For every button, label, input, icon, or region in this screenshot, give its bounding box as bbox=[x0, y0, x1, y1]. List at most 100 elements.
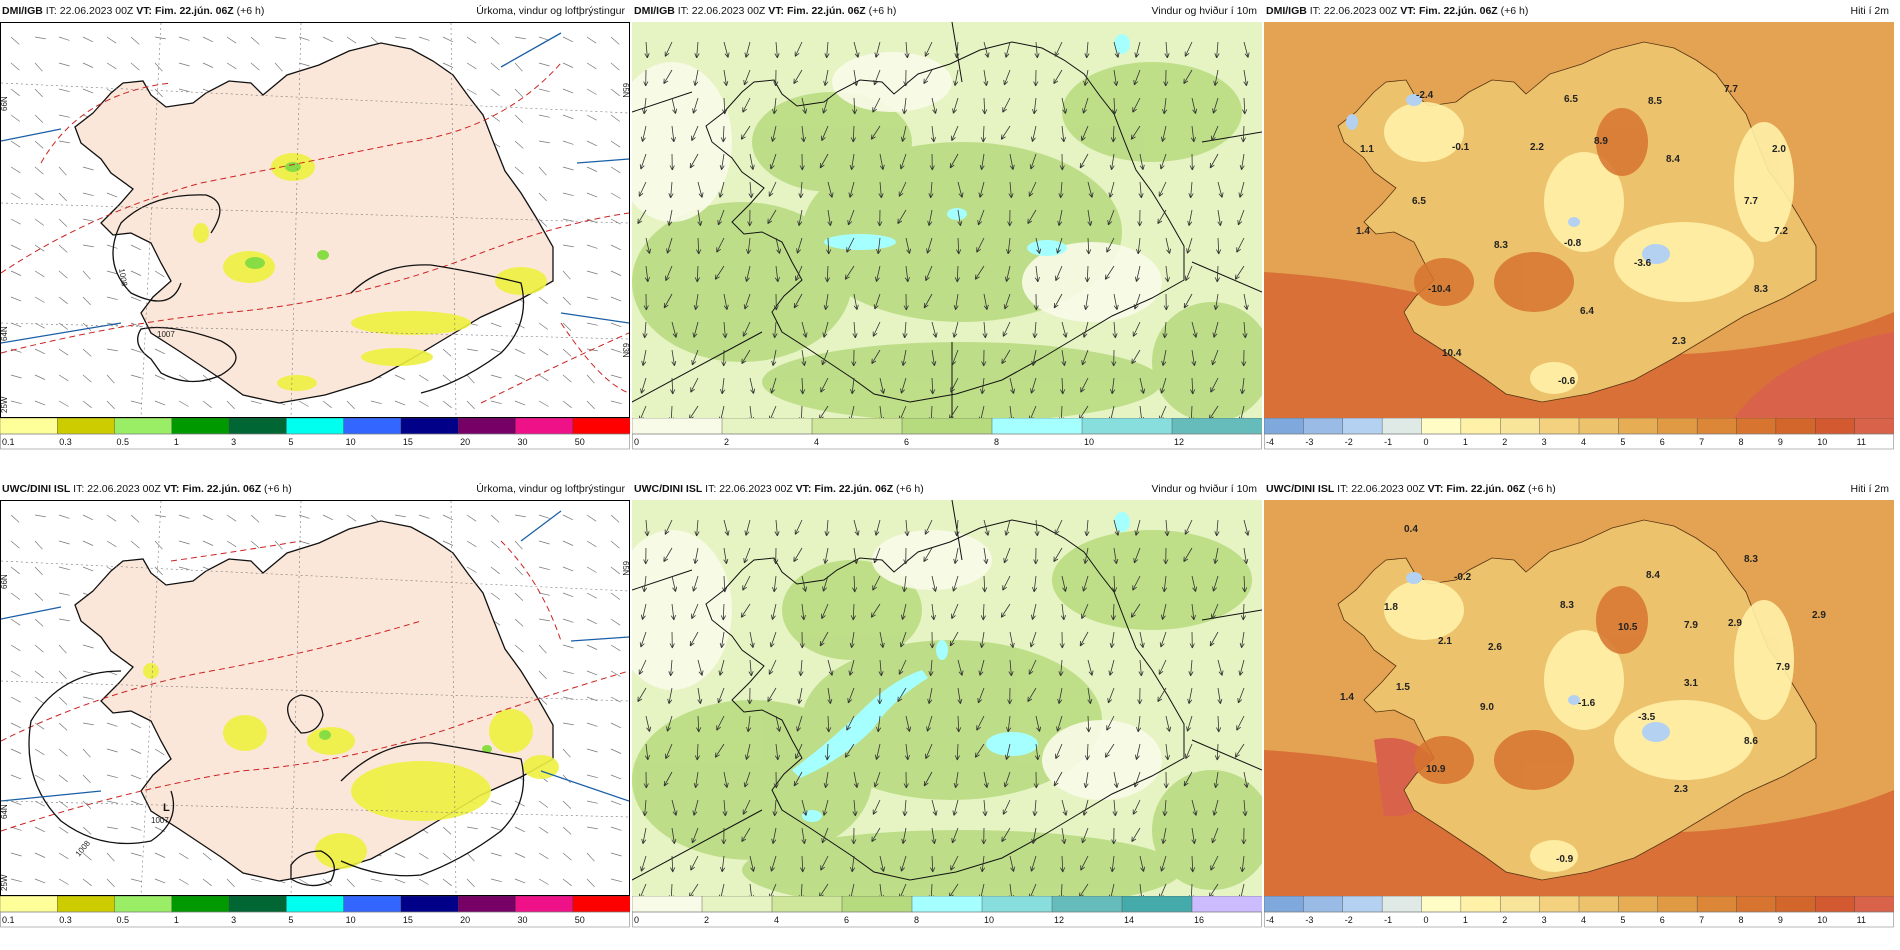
colorbar-segment bbox=[721, 418, 813, 435]
precip-map: 1008 1007 L 66N 64N 65N 25W bbox=[0, 500, 630, 896]
wind-arrow bbox=[668, 181, 674, 199]
wind-barb bbox=[610, 400, 622, 405]
lat-label: 66N bbox=[1, 96, 9, 111]
wind-arrow bbox=[1238, 883, 1245, 896]
wind-barb bbox=[610, 88, 620, 97]
wind-arrow bbox=[1183, 293, 1193, 309]
wind-barb bbox=[10, 374, 22, 379]
wind-barb bbox=[106, 374, 115, 384]
wind-arrow bbox=[742, 799, 751, 815]
wind-arrow bbox=[878, 659, 884, 677]
wind-barb bbox=[298, 62, 310, 67]
wind-arrow bbox=[743, 547, 751, 564]
wind-arrow bbox=[1243, 41, 1250, 58]
temp-value: 2.3 bbox=[1674, 784, 1688, 795]
wind-arrow bbox=[1188, 883, 1194, 896]
temp-value: 3.1 bbox=[1684, 678, 1698, 689]
wind-barb bbox=[562, 722, 574, 726]
wind-arrow bbox=[1243, 69, 1249, 87]
wind-arrow bbox=[749, 153, 755, 170]
wind-arrow bbox=[1132, 799, 1141, 815]
lat-label: 66N bbox=[1, 574, 9, 589]
colorbar-tick-label: 4 bbox=[814, 437, 819, 447]
colorbar-tick-label: 2 bbox=[724, 437, 729, 447]
wind-barb bbox=[514, 140, 524, 149]
temp-map: 0.4 -0.2 8.4 8.3 1.8 8.3 10.5 7.9 2.9 2.9 2.1 2.6 7.… bbox=[1264, 500, 1894, 896]
wind-arrow bbox=[1162, 321, 1168, 339]
wind-arrow bbox=[694, 743, 700, 761]
wind-barb bbox=[610, 296, 622, 302]
colorbar-segment bbox=[228, 418, 288, 435]
wind-arrow bbox=[1187, 209, 1193, 226]
product-title: Vindur og hviður í 10m bbox=[1151, 5, 1257, 17]
wind-barb bbox=[130, 800, 142, 806]
wind-arrow bbox=[929, 153, 935, 171]
wind-barb bbox=[274, 540, 283, 550]
temp-value: 2.2 bbox=[1530, 142, 1544, 153]
model-name: DMI/IGB bbox=[1266, 5, 1307, 17]
wind-arrow bbox=[640, 855, 647, 872]
wind-arrow bbox=[714, 265, 725, 280]
wind-arrow bbox=[1055, 743, 1063, 760]
wind-arrow bbox=[977, 209, 985, 226]
wind-barb bbox=[418, 374, 429, 382]
colorbar-segment bbox=[1264, 896, 1305, 913]
wind-barb bbox=[514, 374, 526, 380]
wind-arrow bbox=[794, 41, 803, 57]
wind-barb bbox=[586, 140, 598, 147]
colorbar-segment bbox=[515, 418, 574, 435]
wind-arrow bbox=[645, 237, 652, 254]
wind-arrow bbox=[691, 349, 699, 366]
wind-arrow bbox=[1242, 575, 1248, 593]
wind-barb bbox=[82, 400, 92, 409]
wind-barb bbox=[130, 296, 142, 302]
wind-arrow bbox=[974, 743, 985, 758]
wind-arrow bbox=[983, 69, 989, 87]
wind-arrow bbox=[852, 799, 858, 817]
temp-value: 6.5 bbox=[1412, 196, 1426, 207]
wind-barb bbox=[394, 852, 406, 858]
wind-arrow bbox=[949, 883, 959, 896]
wind-barb bbox=[514, 88, 523, 98]
wind-barb bbox=[562, 166, 574, 171]
wind-arrow bbox=[824, 265, 830, 283]
wind-arrow bbox=[1213, 771, 1219, 789]
wind-arrow bbox=[668, 659, 674, 677]
wind-arrow bbox=[1213, 293, 1219, 311]
wind-barb bbox=[58, 244, 68, 253]
wind-arrow bbox=[953, 293, 959, 311]
colorbar-segment bbox=[0, 418, 58, 435]
wind-barb bbox=[250, 514, 260, 523]
wind-arrow bbox=[1243, 771, 1249, 788]
wind-arrow bbox=[871, 349, 881, 365]
wind-arrow bbox=[1079, 153, 1089, 169]
wind-arrow bbox=[928, 659, 934, 677]
wind-arrow bbox=[669, 153, 675, 171]
wind-arrow bbox=[1032, 321, 1038, 339]
wind-arrow bbox=[1239, 631, 1245, 649]
wind-barb bbox=[586, 670, 598, 676]
wind-arrow bbox=[1004, 265, 1011, 282]
colorbar-segment bbox=[0, 896, 58, 913]
wind-arrow bbox=[1056, 715, 1063, 732]
colorbar-segment bbox=[1815, 418, 1856, 435]
precip-colorbar: 0.1 0.3 0.5 1 3 5 10 15 20 30 50 bbox=[0, 418, 630, 450]
wind-barb bbox=[10, 618, 21, 626]
wind-arrow bbox=[1238, 405, 1245, 418]
colorbar-segment bbox=[1696, 418, 1738, 435]
wind-barb bbox=[58, 348, 69, 356]
wind-arrow bbox=[1086, 237, 1092, 255]
wind-barb bbox=[82, 244, 94, 248]
colorbar-tick-label: 30 bbox=[517, 915, 527, 925]
wind-arrow bbox=[1083, 547, 1089, 564]
wind-barb bbox=[250, 36, 260, 45]
wind-arrow bbox=[1209, 631, 1219, 647]
colorbar-tick-label: 50 bbox=[575, 915, 585, 925]
wind-barb bbox=[10, 348, 22, 353]
wind-arrow bbox=[1008, 181, 1014, 199]
dashed-contours bbox=[1, 62, 629, 404]
wind-arrow bbox=[773, 69, 779, 87]
wind-arrow bbox=[1217, 181, 1224, 198]
wind-arrow bbox=[716, 237, 725, 253]
wind-barb bbox=[610, 722, 622, 729]
